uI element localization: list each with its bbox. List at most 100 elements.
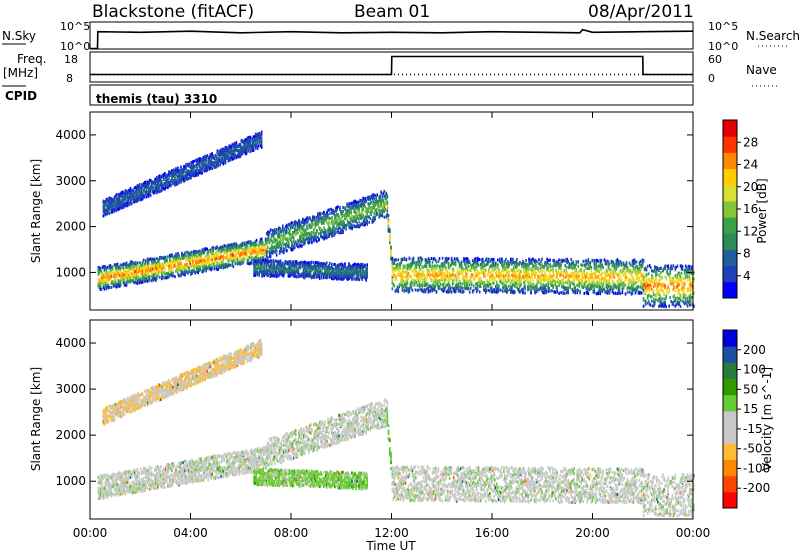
noise-tick-left-top: 10^5 <box>60 20 90 33</box>
colorbar-cell <box>723 346 737 363</box>
freq-line <box>90 55 693 76</box>
colorbar-cell <box>723 152 737 170</box>
freq-tick-bottom: 8 <box>66 72 73 85</box>
colorbar-tick-label: 16 <box>743 202 758 216</box>
colorbar-cell <box>723 410 737 428</box>
colorbar-cell <box>723 233 737 250</box>
nave-label: Nave <box>746 63 777 77</box>
colorbar-cell <box>723 120 737 137</box>
cpid-label: CPID <box>5 89 37 103</box>
y-tick-label: 1000 <box>55 265 86 279</box>
velocity-colorbar-label: Velocity [m s^-1] <box>760 367 774 471</box>
freq-series <box>90 55 693 76</box>
y-tick-label: 3000 <box>55 382 86 396</box>
colorbar-tick-label: 50 <box>743 382 758 396</box>
noise-tick-right-bottom: 10^0 <box>708 40 738 53</box>
x-tick-label: 12:00 <box>374 526 409 540</box>
x-tick-label: 16:00 <box>475 526 510 540</box>
echo-band <box>97 237 268 291</box>
velocity-yticks: 1000 2000 3000 4000 <box>55 336 693 488</box>
echo-band <box>97 445 268 501</box>
colorbar-tick-label: -15 <box>743 422 763 436</box>
colorbar-cell <box>723 330 737 347</box>
colorbar-cell <box>723 475 737 493</box>
colorbar-cell <box>723 168 737 186</box>
noise-tick-right-top: 10^5 <box>708 20 738 33</box>
colorbar-cell <box>723 281 737 299</box>
echo-band <box>386 407 394 486</box>
x-tick-label: 00:00 <box>676 526 711 540</box>
power-colorbar-label: Power [dB] <box>755 178 769 243</box>
freq-tick-top: 18 <box>64 53 78 66</box>
power-colorbar: 28 24 20 16 12 8 4 <box>722 119 758 299</box>
nsearch-label: N.Search <box>746 29 800 43</box>
colorbar-tick-label: 100 <box>743 363 766 377</box>
colorbar-tick-label: 20 <box>743 180 758 194</box>
nave-tick-top: 60 <box>708 53 722 66</box>
colorbar-tick-label: 15 <box>743 402 758 416</box>
colorbar-cell <box>723 217 737 234</box>
echo-band <box>391 256 645 296</box>
power-yticks: 1000 2000 3000 4000 <box>55 128 693 279</box>
y-tick-label: 3000 <box>55 174 86 188</box>
colorbar-tick-label: 8 <box>743 247 751 261</box>
y-tick-label: 1000 <box>55 474 86 488</box>
echo-band <box>265 397 389 469</box>
y-tick-label: 4000 <box>55 128 86 142</box>
colorbar-tick-label: -200 <box>743 481 770 495</box>
echo-band <box>391 465 645 505</box>
colorbar-cell <box>723 136 737 153</box>
echo-band <box>642 473 695 518</box>
beam-title: Beam 01 <box>354 2 430 22</box>
cpid-panel-frame <box>89 84 694 106</box>
time-axis-label: Time UT <box>365 539 416 553</box>
y-tick-label: 4000 <box>55 336 86 350</box>
echo-band <box>253 258 368 282</box>
nave-tick-bottom: 0 <box>708 72 715 85</box>
noise-line <box>90 28 694 50</box>
y-tick-label: 2000 <box>55 428 86 442</box>
velocity-ylabel: Slant Range [km] <box>29 367 43 471</box>
colorbar-cell <box>723 394 737 412</box>
echo-band <box>102 130 263 218</box>
velocity-colorbar: 200 100 50 15 -15 -50 -100 -200 <box>722 329 770 509</box>
x-tick-label: 08:00 <box>274 526 309 540</box>
colorbar-tick-label: -100 <box>743 461 770 475</box>
colorbar-cell <box>723 378 737 396</box>
colorbar-cell <box>723 184 737 202</box>
time-axis-ticks: 00:00 04:00 08:00 12:00 16:00 20:00 00:00 <box>73 112 711 540</box>
colorbar-cell <box>723 443 737 460</box>
colorbar-tick-label: 200 <box>743 343 766 357</box>
x-tick-label: 00:00 <box>73 526 108 540</box>
colorbar-tick-label: 28 <box>743 135 758 149</box>
freq-unit-label: [MHz] <box>3 66 38 80</box>
nsky-label: N.Sky <box>2 29 36 43</box>
colorbar-cell <box>723 459 737 477</box>
freq-panel-frame <box>89 51 694 83</box>
power-scatter <box>97 130 695 309</box>
colorbar-cell <box>723 265 737 283</box>
echo-band <box>642 264 695 309</box>
freq-label: Freq. <box>17 52 47 66</box>
colorbar-tick-label: 24 <box>743 158 758 172</box>
echo-band <box>265 189 389 260</box>
y-tick-label: 2000 <box>55 220 86 234</box>
noise-series <box>90 28 694 50</box>
colorbar-cell <box>723 491 737 509</box>
velocity-scatter <box>97 339 695 518</box>
colorbar-cell <box>723 200 737 218</box>
x-tick-label: 20:00 <box>575 526 610 540</box>
echo-band <box>102 339 263 426</box>
power-ylabel: Slant Range [km] <box>29 159 43 263</box>
colorbar-cell <box>723 362 737 380</box>
date-title: 08/Apr/2011 <box>588 2 694 22</box>
colorbar-cell <box>723 427 737 444</box>
colorbar-tick-label: 12 <box>743 224 758 238</box>
cpid-text: themis (tau) 3310 <box>96 92 217 106</box>
noise-panel-frame <box>89 21 694 50</box>
station-title: Blackstone (fitACF) <box>92 2 254 22</box>
colorbar-cell <box>723 249 737 267</box>
colorbar-tick-label: 4 <box>743 269 751 283</box>
colorbar-tick-label: -50 <box>743 442 763 456</box>
